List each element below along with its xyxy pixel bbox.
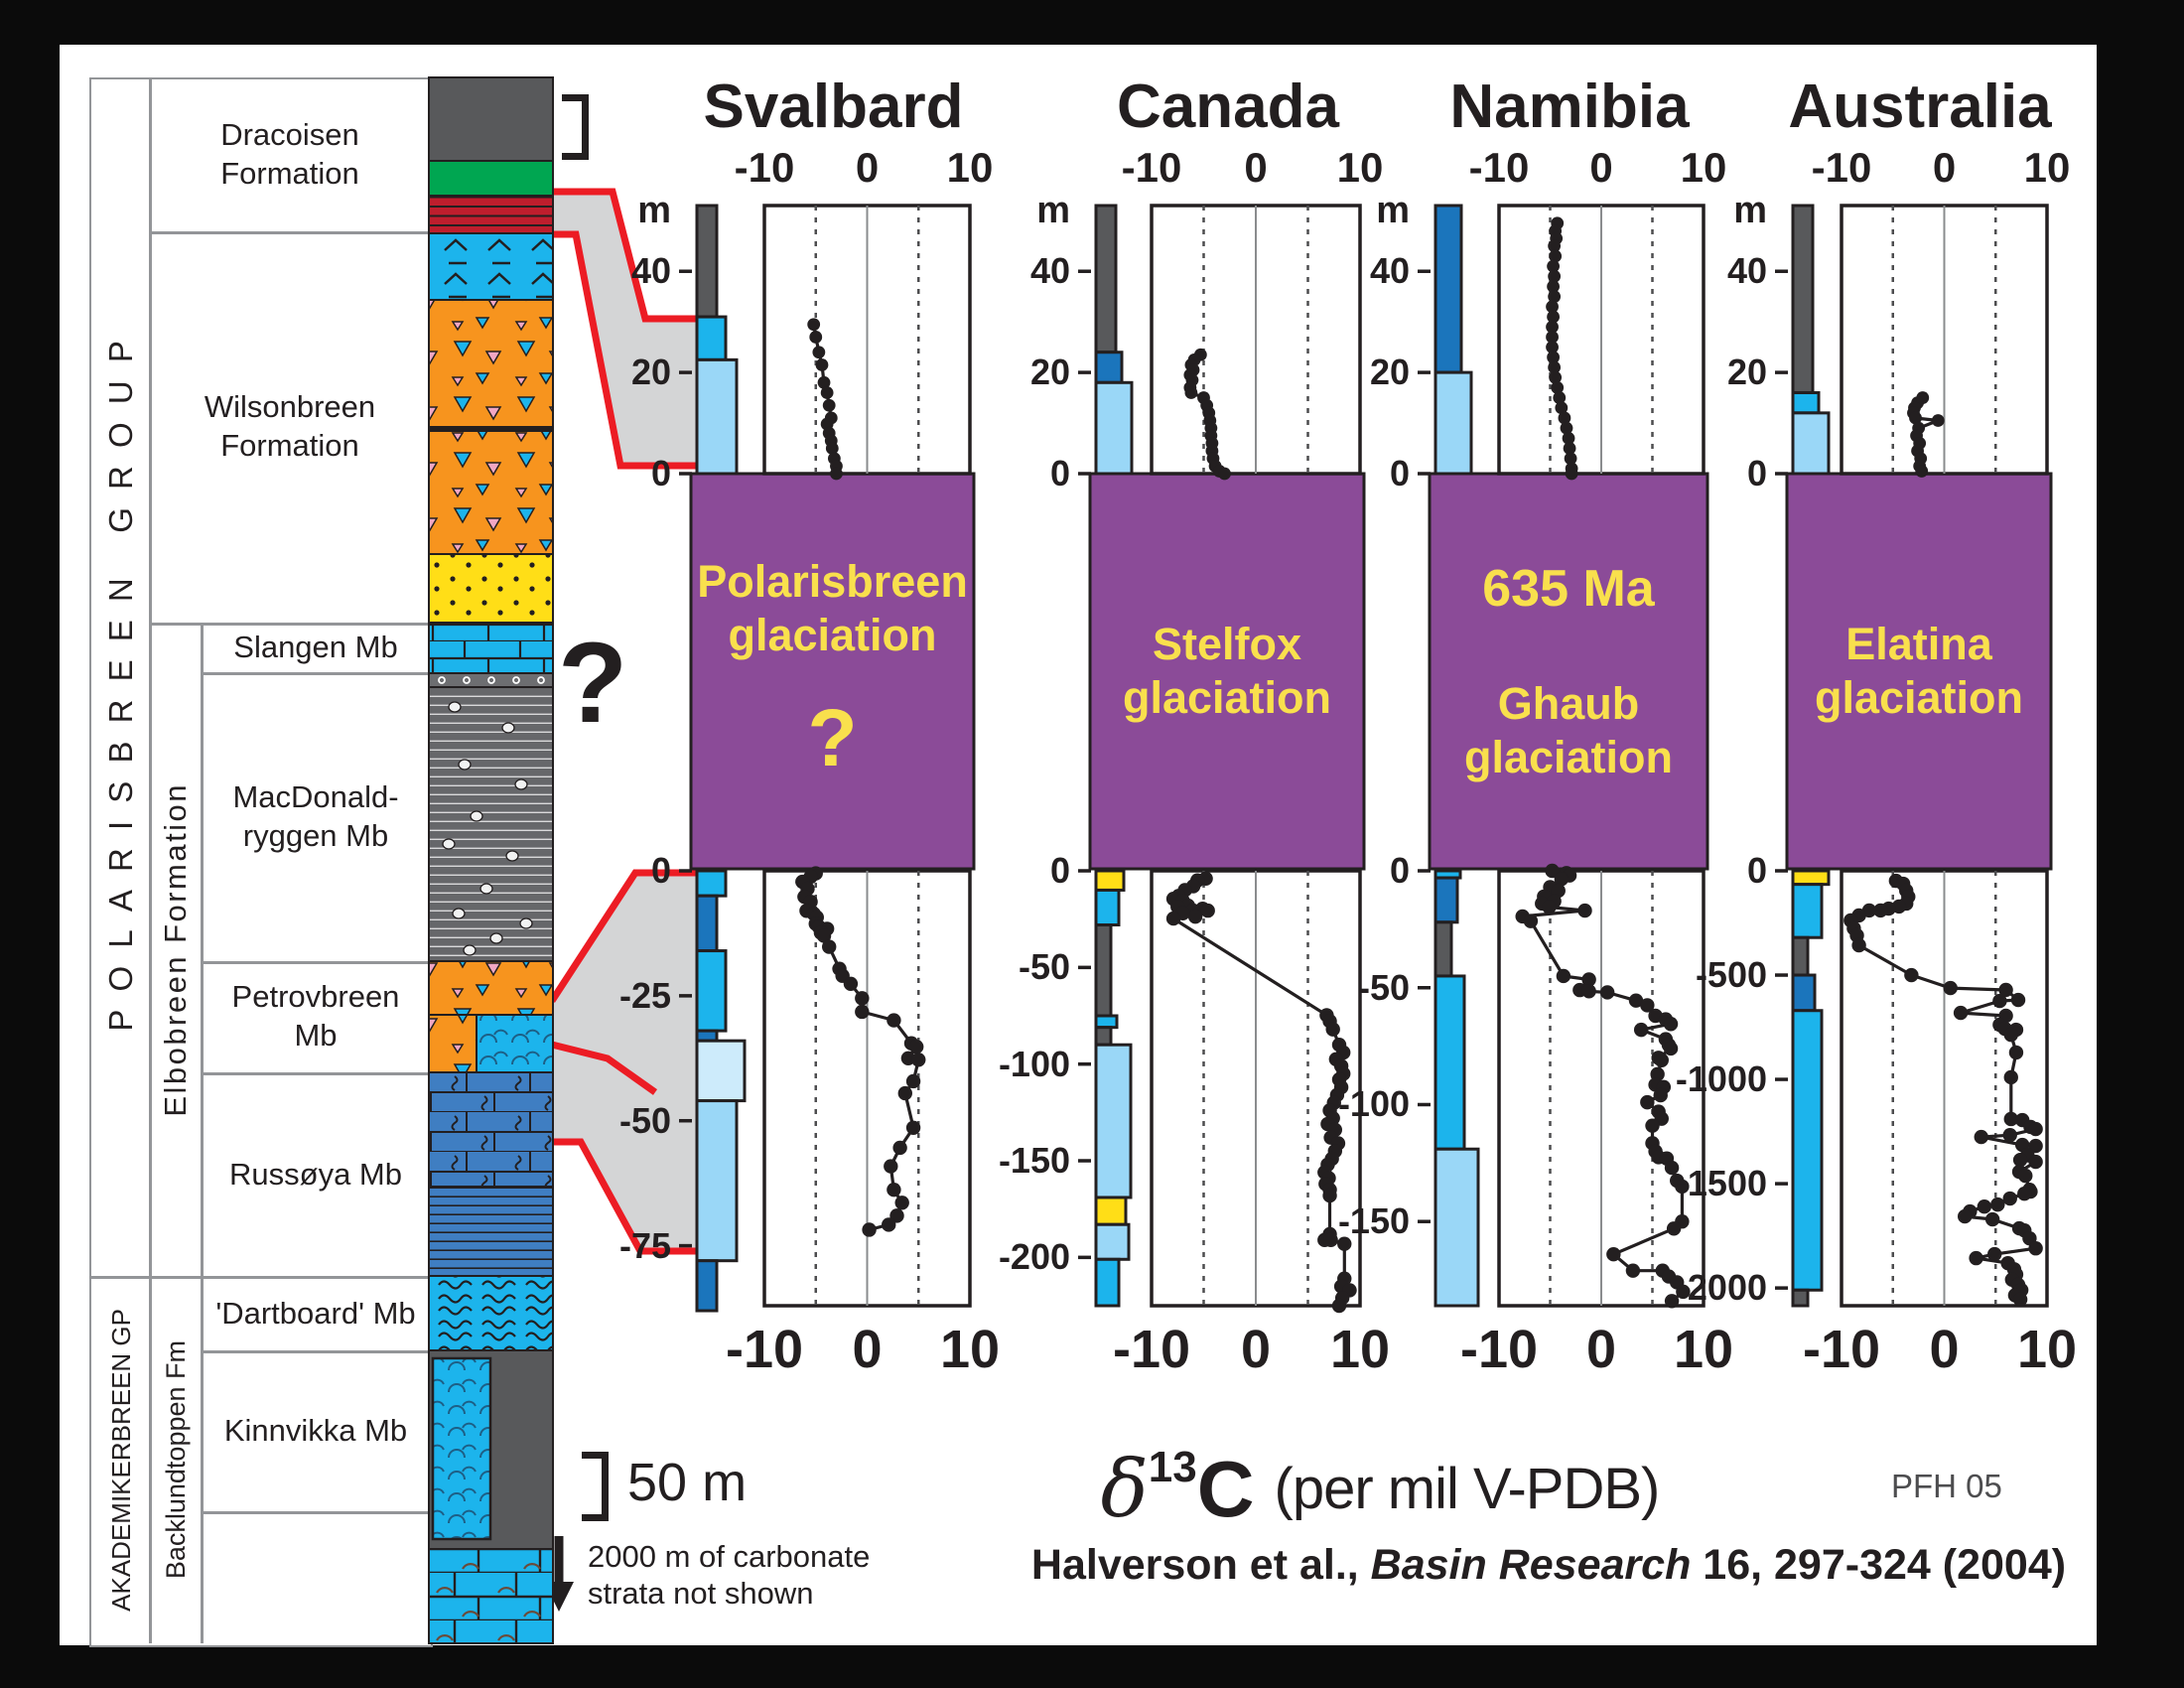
- table-grid-line: [149, 623, 429, 626]
- delta-symbol: δ: [1100, 1443, 1149, 1535]
- interval-bracket-icon: [562, 94, 589, 160]
- formation-label-backlundtoppen: Backlundtoppen Fm: [160, 1339, 191, 1580]
- formation-label-elbobreen: Elbobreen Formation: [158, 781, 193, 1117]
- isotope-element: C: [1196, 1444, 1255, 1533]
- scale-bar-label: 50 m: [627, 1453, 748, 1512]
- scale-bracket-icon: [582, 1452, 609, 1521]
- member-label-wilsonbreen: Wilsonbreen Formation: [204, 389, 376, 463]
- x-axis-title: δ 13 C (per mil V-PDB): [1032, 1442, 1727, 1536]
- member-label-russoya: Russøya Mb: [229, 1156, 402, 1192]
- table-grid-line: [89, 1276, 429, 1279]
- citation-authors: Halverson et al.,: [1030, 1541, 1371, 1589]
- group-label-polarisbreen: POLARISBREEN GROUP: [102, 322, 139, 1032]
- table-grid-line: [201, 672, 429, 675]
- table-grid-line: [201, 1350, 429, 1353]
- member-label-petrovbreen: Petrovbreen Mb: [231, 979, 400, 1053]
- isotope-mass: 13: [1148, 1442, 1197, 1491]
- column-uncertainty-question-mark: ?: [558, 620, 628, 747]
- member-label-dartboard: 'Dartboard' Mb: [215, 1295, 416, 1331]
- member-label-slangen: Slangen Mb: [233, 630, 398, 664]
- table-grid-line: [201, 1072, 429, 1075]
- citation-volume-pages: 16, 297-324 (2004): [1691, 1541, 2067, 1589]
- group-label-akademikerbreen: AKADEMIKERBREEN GP: [105, 1308, 136, 1612]
- member-label-macdonaldryggen: MacDonald- ryggen Mb: [232, 778, 399, 853]
- citation: Halverson et al., Basin Research 16, 297…: [993, 1541, 2105, 1590]
- isotope-units: (per mil V-PDB): [1274, 1457, 1661, 1521]
- hidden-strata-note: 2000 m of carbonate strata not shown: [588, 1539, 871, 1612]
- down-arrow-icon: [544, 1536, 574, 1612]
- figure-background: [60, 45, 2097, 1645]
- member-label-kinnvikka: Kinnvikka Mb: [223, 1413, 408, 1448]
- table-grid-line: [201, 623, 204, 1643]
- citation-journal: Basin Research: [1370, 1541, 1692, 1589]
- table-grid-line: [201, 961, 429, 964]
- credit-label: PFH 05: [1891, 1468, 2002, 1504]
- table-grid-line: [149, 231, 429, 234]
- table-grid-line: [149, 77, 152, 1643]
- member-label-dracoisen: Dracoisen Formation: [220, 116, 359, 191]
- table-grid-line: [201, 1511, 429, 1514]
